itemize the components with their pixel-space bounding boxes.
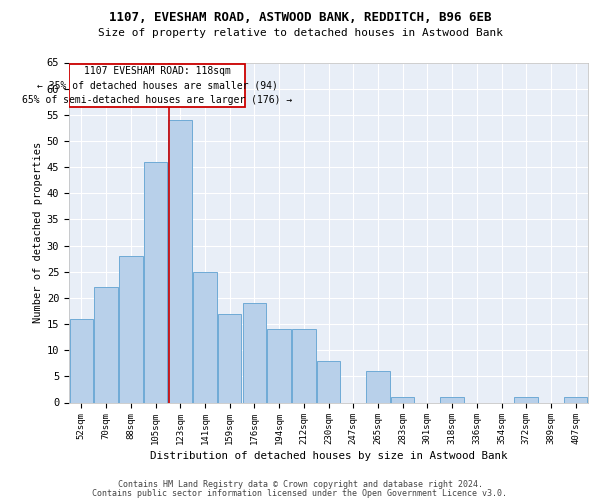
Text: 1107, EVESHAM ROAD, ASTWOOD BANK, REDDITCH, B96 6EB: 1107, EVESHAM ROAD, ASTWOOD BANK, REDDIT… xyxy=(109,11,491,24)
Bar xyxy=(218,314,241,402)
Bar xyxy=(242,303,266,402)
Text: 1107 EVESHAM ROAD: 118sqm: 1107 EVESHAM ROAD: 118sqm xyxy=(84,66,230,76)
Bar xyxy=(268,330,291,402)
Bar xyxy=(391,398,415,402)
Bar xyxy=(440,398,464,402)
Text: Size of property relative to detached houses in Astwood Bank: Size of property relative to detached ho… xyxy=(97,28,503,38)
Y-axis label: Number of detached properties: Number of detached properties xyxy=(32,142,43,323)
Text: Contains HM Land Registry data © Crown copyright and database right 2024.: Contains HM Land Registry data © Crown c… xyxy=(118,480,482,489)
Bar xyxy=(193,272,217,402)
Bar xyxy=(292,330,316,402)
Bar xyxy=(317,360,340,403)
Bar xyxy=(94,288,118,403)
Bar xyxy=(564,398,587,402)
Bar xyxy=(119,256,143,402)
X-axis label: Distribution of detached houses by size in Astwood Bank: Distribution of detached houses by size … xyxy=(150,452,507,462)
Bar xyxy=(70,64,245,107)
Text: Contains public sector information licensed under the Open Government Licence v3: Contains public sector information licen… xyxy=(92,488,508,498)
Bar xyxy=(514,398,538,402)
Bar xyxy=(70,319,93,402)
Bar xyxy=(144,162,167,402)
Text: ← 35% of detached houses are smaller (94): ← 35% of detached houses are smaller (94… xyxy=(37,80,278,90)
Bar xyxy=(169,120,192,403)
Text: 65% of semi-detached houses are larger (176) →: 65% of semi-detached houses are larger (… xyxy=(22,95,292,105)
Bar xyxy=(366,371,389,402)
